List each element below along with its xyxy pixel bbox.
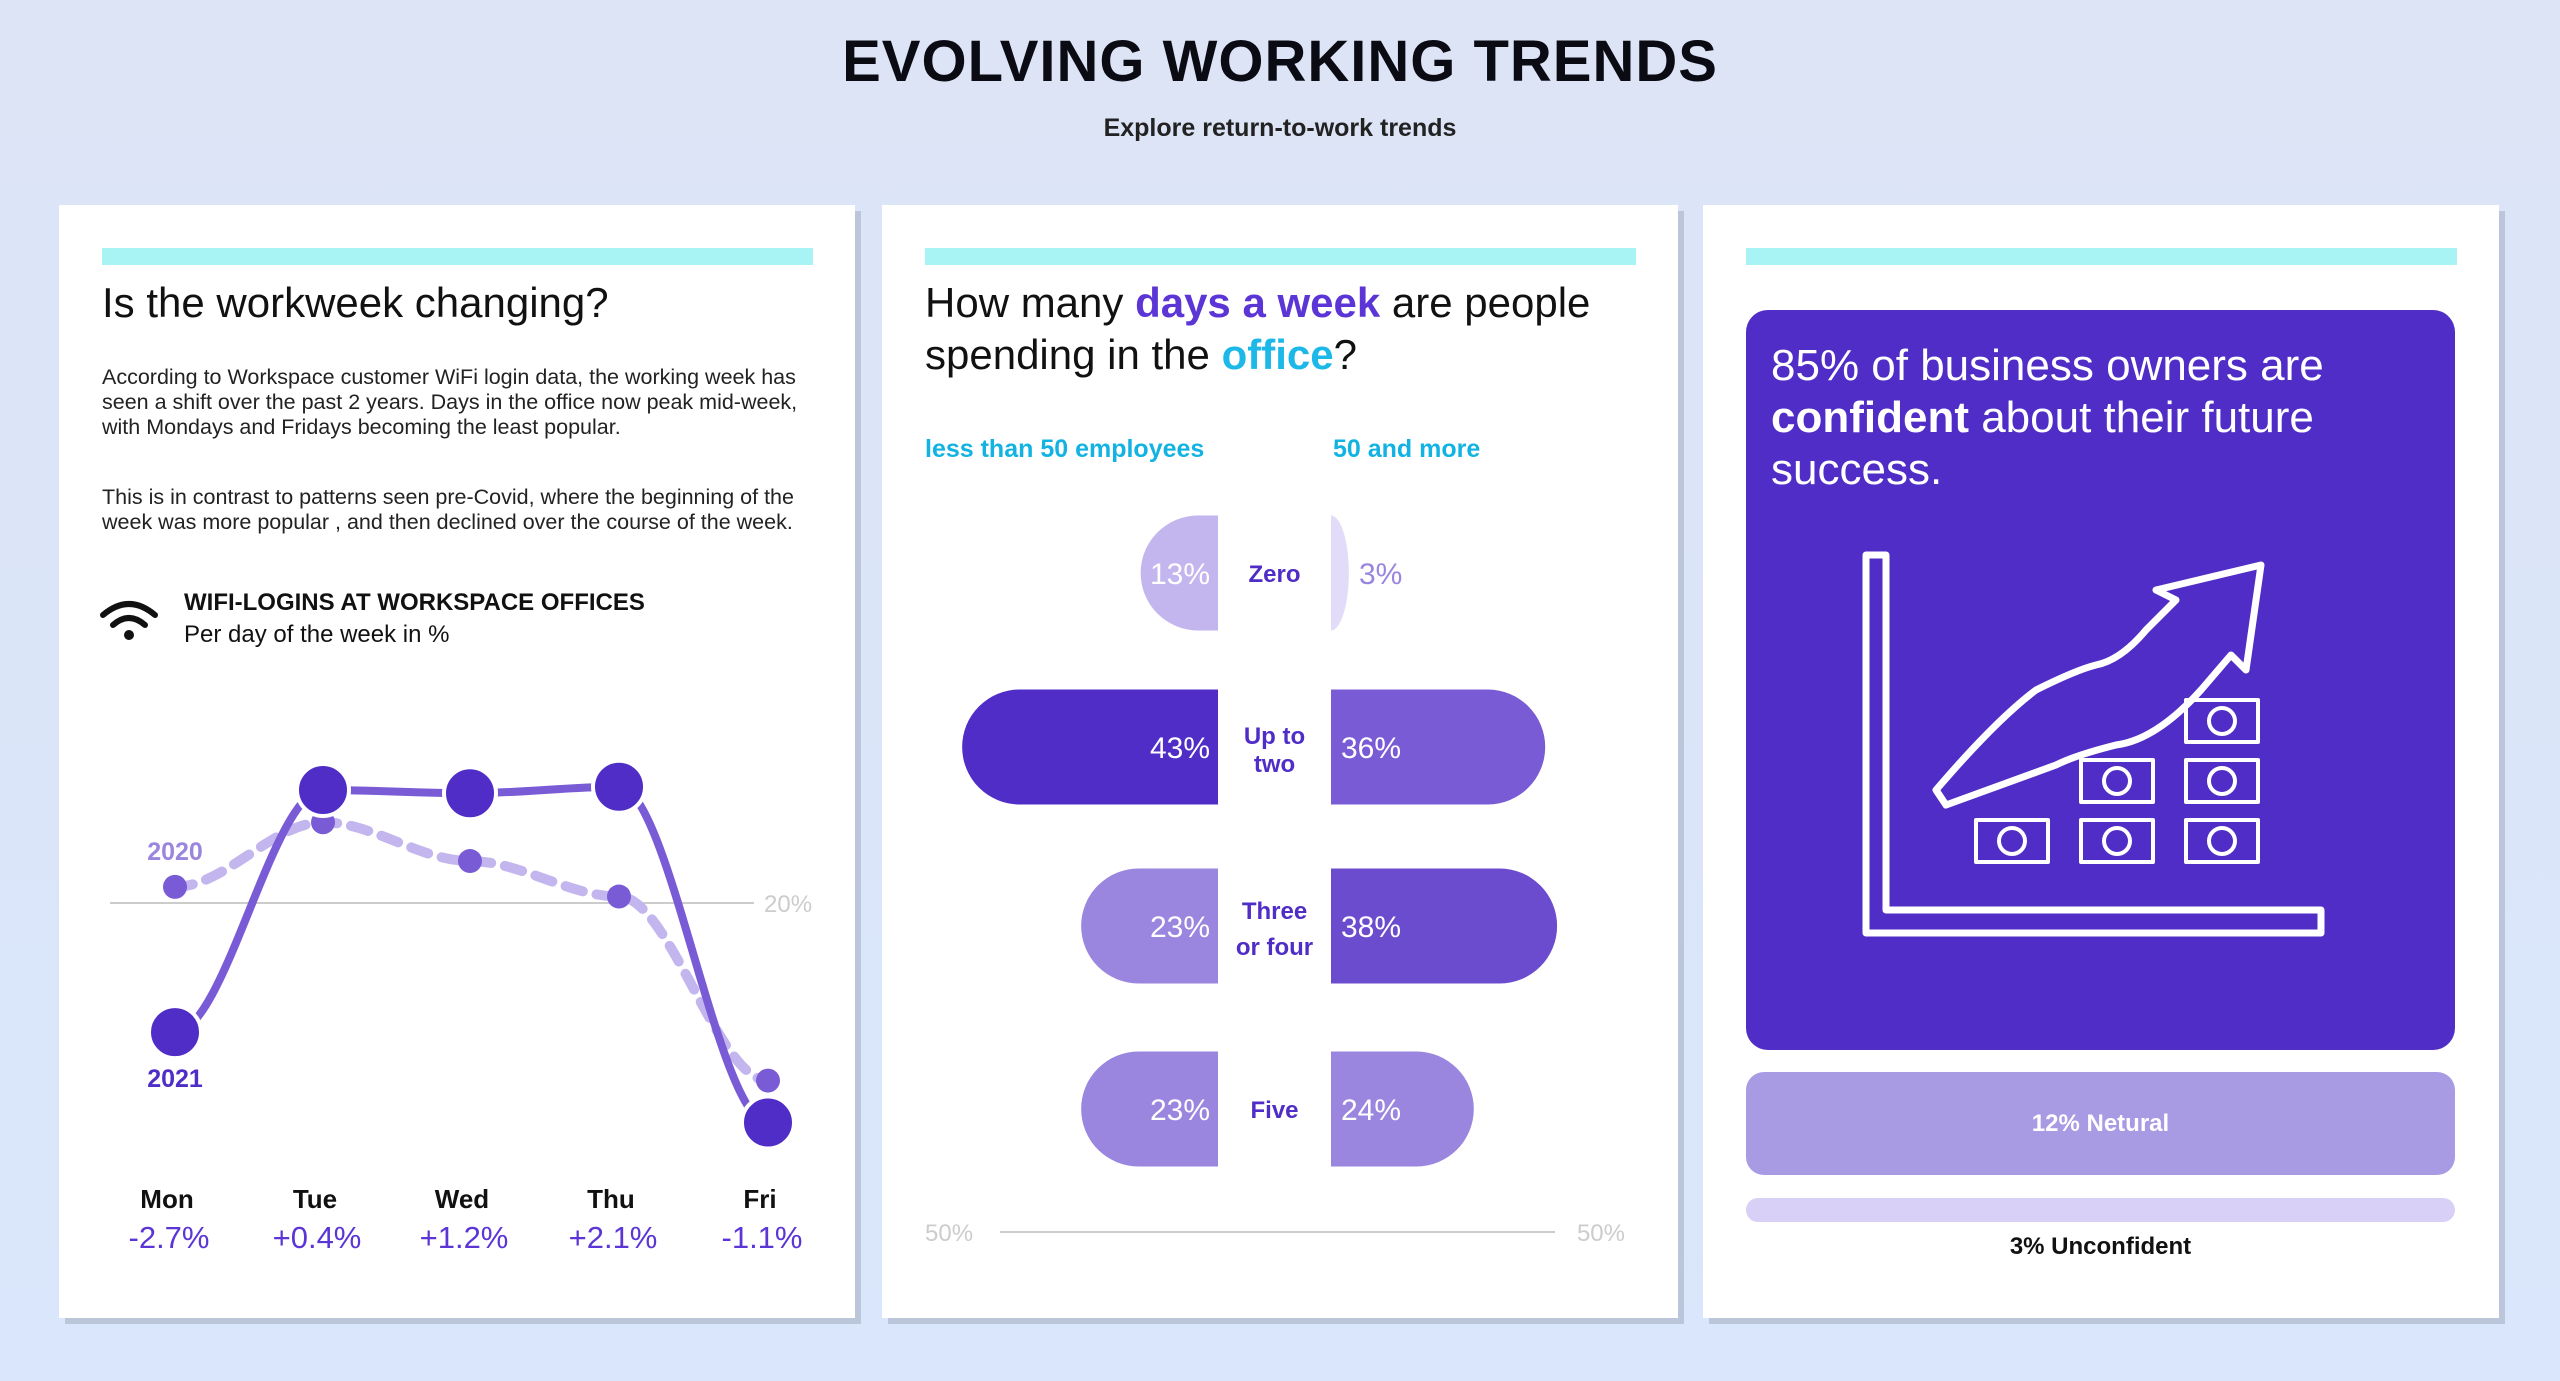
unconfident-label: 3% Unconfident — [2009, 1233, 2192, 1260]
confidence-card: 85% of business owners are confident abo… — [1703, 205, 2499, 1318]
page-subtitle: Explore return-to-work trends — [1103, 114, 1457, 142]
axis-label-right: 50% — [1577, 1220, 1625, 1247]
money-bill-icon — [1974, 818, 2050, 864]
point-2020 — [607, 884, 631, 909]
chart-subtitle: Per day of the week in % — [184, 621, 450, 648]
bar-large-company — [1331, 689, 1546, 805]
chart-title: WIFI-LOGINS AT WORKSPACE OFFICES — [184, 589, 645, 616]
day-label: Mon — [140, 1184, 193, 1214]
accent-bar — [102, 248, 813, 265]
accent-bar — [925, 248, 1636, 265]
money-bill-icon — [2079, 818, 2155, 864]
category-label: two — [1254, 751, 1295, 778]
category-label: Three — [1242, 898, 1307, 925]
change-label: +2.1% — [569, 1220, 658, 1255]
category-label: or four — [1236, 934, 1313, 961]
line-chart: 20% 2020 2021 Mon -2.7% Tue +0.4% Wed +1.2% Thu +2… — [110, 758, 812, 1255]
change-label: +0.4% — [273, 1220, 362, 1255]
change-label: +1.2% — [420, 1220, 509, 1255]
bar-small-company — [1081, 868, 1218, 984]
value-label-large: 3% — [1359, 558, 1402, 591]
money-bill-icon — [2184, 818, 2260, 864]
workweek-card: Is the workweek changing? According to W… — [59, 205, 855, 1318]
card-heading: How many days a week are people spending… — [925, 279, 1591, 378]
accent-bar — [1746, 248, 2457, 265]
bar-small-company — [1081, 1051, 1218, 1167]
value-label-small: 23% — [1150, 911, 1210, 944]
value-label-small: 13% — [1150, 558, 1210, 591]
confident-panel: 85% of business owners are confident abo… — [1746, 310, 2455, 1050]
point-2020 — [756, 1068, 780, 1093]
series-label-2021: 2021 — [147, 1065, 203, 1093]
point-2021 — [591, 758, 647, 815]
bar-small-company — [1140, 515, 1218, 631]
days-card: How many days a week are people spending… — [882, 205, 1678, 1318]
bar-small-company — [962, 689, 1218, 805]
day-label: Tue — [293, 1184, 337, 1214]
value-label-small: 23% — [1150, 1094, 1210, 1127]
confident-text: 85% of business owners are confident abo… — [1771, 341, 2324, 494]
change-label: -1.1% — [722, 1220, 803, 1255]
value-label-large: 24% — [1341, 1094, 1401, 1127]
neutral-bar: 12% Netural — [1746, 1072, 2455, 1175]
coin-icon — [2207, 766, 2237, 796]
coin-icon — [2207, 826, 2237, 856]
point-2021 — [147, 1004, 203, 1061]
paragraph: According to Workspace customer WiFi log… — [102, 365, 798, 439]
axis-label-left: 50% — [925, 1220, 973, 1247]
bar-large-company — [1331, 1051, 1474, 1167]
money-bill-icon — [2079, 758, 2155, 804]
money-bill-icon — [2184, 698, 2260, 744]
money-bill-icon — [2184, 758, 2260, 804]
category-label: Five — [1250, 1097, 1298, 1124]
growth-chart-money-icon — [1862, 551, 2325, 937]
coin-icon — [2102, 766, 2132, 796]
day-label: Wed — [435, 1184, 489, 1214]
value-label-large: 38% — [1341, 911, 1401, 944]
bar-large-company — [1331, 868, 1558, 984]
point-2021 — [295, 762, 351, 818]
coin-icon — [2102, 826, 2132, 856]
point-2021 — [442, 765, 498, 822]
change-label: -2.7% — [129, 1220, 210, 1255]
day-label: Thu — [587, 1184, 635, 1214]
coin-icon — [1997, 826, 2027, 856]
category-label: Zero — [1248, 561, 1300, 588]
value-label-small: 43% — [1150, 732, 1210, 765]
series-label-2020: 2020 — [147, 838, 203, 866]
reference-label: 20% — [764, 891, 812, 918]
coin-icon — [2207, 706, 2237, 736]
legend-small-companies: less than 50 employees — [925, 435, 1205, 463]
bar-large-company — [1331, 515, 1349, 631]
paragraph: This is in contrast to patterns seen pre… — [102, 485, 794, 534]
page-title: EVOLVING WORKING TRENDS — [842, 29, 1718, 94]
point-2020 — [458, 849, 482, 874]
point-2020 — [163, 874, 187, 899]
day-label: Fri — [743, 1184, 776, 1214]
value-label-large: 36% — [1341, 732, 1401, 765]
wifi-icon — [100, 601, 158, 640]
category-label: Up to — [1244, 723, 1305, 750]
card-heading: Is the workweek changing? — [102, 279, 609, 326]
point-2021 — [740, 1094, 796, 1151]
unconfident-bar — [1746, 1198, 2455, 1222]
legend-large-companies: 50 and more — [1333, 435, 1481, 463]
